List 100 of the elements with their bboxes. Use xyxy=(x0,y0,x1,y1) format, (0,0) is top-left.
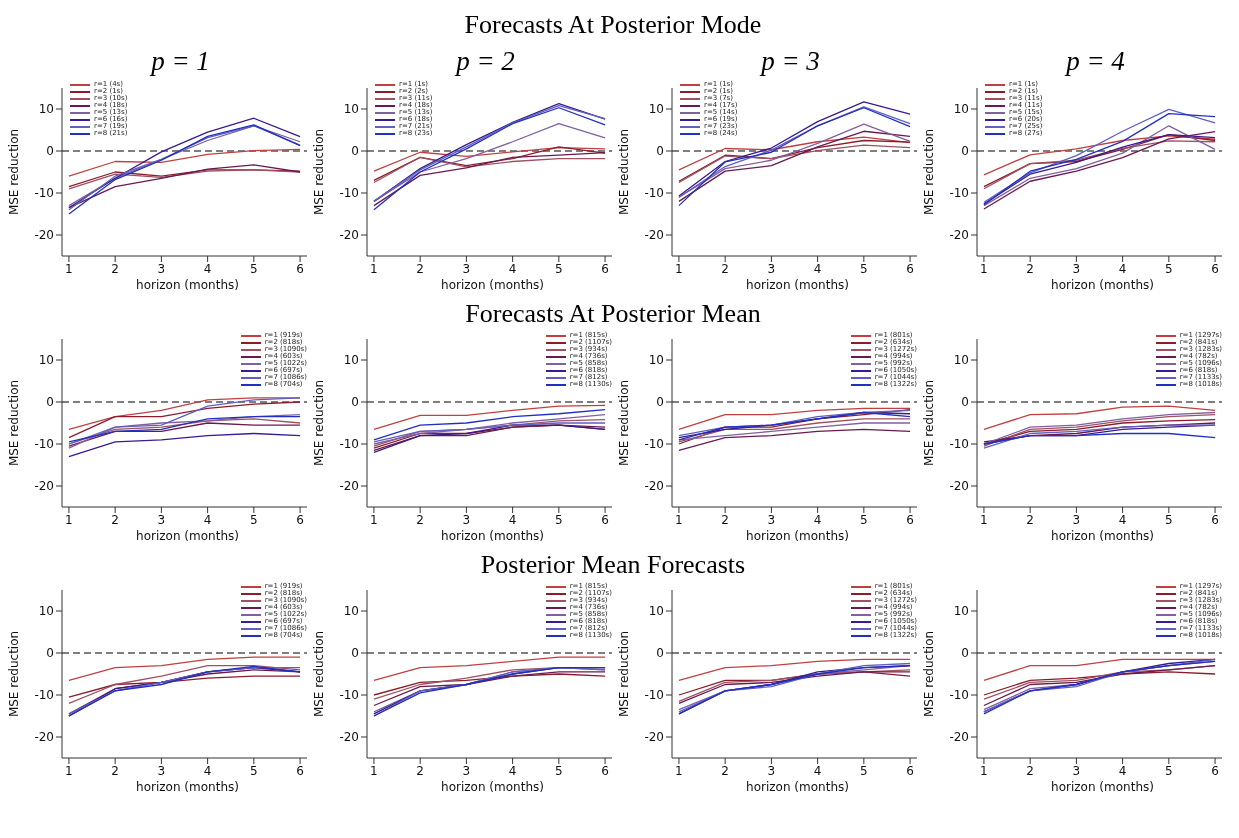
x-tick-label: 1 xyxy=(65,763,73,778)
x-tick-label: 6 xyxy=(296,512,304,527)
y-tick-label: 10 xyxy=(953,604,969,619)
y-tick-label: -10 xyxy=(949,437,969,452)
y-tick-label: -20 xyxy=(34,730,54,745)
x-tick-label: 4 xyxy=(813,512,822,527)
x-tick-label: 5 xyxy=(860,763,868,778)
x-tick-label: 4 xyxy=(508,512,517,527)
chart-subtitle: p = 2 xyxy=(453,45,516,78)
x-tick-label: 3 xyxy=(462,261,471,276)
x-tick-label: 5 xyxy=(860,512,868,527)
y-tick-label: -10 xyxy=(644,186,664,201)
x-tick-label: 3 xyxy=(157,512,166,527)
x-axis-title: horizon (months) xyxy=(440,780,545,795)
y-axis-title: MSE reduction xyxy=(922,630,937,718)
x-tick-label: 2 xyxy=(111,763,119,778)
x-tick-label: 3 xyxy=(1072,763,1081,778)
y-tick-label: 10 xyxy=(38,102,54,117)
y-tick-label: -20 xyxy=(644,479,664,494)
y-tick-label: 0 xyxy=(46,144,54,159)
y-tick-label: -10 xyxy=(339,186,359,201)
y-tick-label: 0 xyxy=(46,646,54,661)
x-tick-label: 5 xyxy=(555,261,563,276)
x-tick-label: 1 xyxy=(980,261,988,276)
x-tick-label: 6 xyxy=(906,512,914,527)
x-tick-label: 6 xyxy=(906,763,914,778)
x-axis-title: horizon (months) xyxy=(135,529,240,544)
x-tick-label: 5 xyxy=(250,512,258,527)
y-tick-label: -20 xyxy=(949,730,969,745)
y-tick-label: -20 xyxy=(644,730,664,745)
y-axis-title: MSE reduction xyxy=(617,379,632,467)
y-axis-title: MSE reduction xyxy=(617,128,632,216)
y-tick-label: 10 xyxy=(648,102,664,117)
y-tick-label: 10 xyxy=(953,102,969,117)
y-tick-label: 0 xyxy=(961,144,969,159)
x-axis-title: horizon (months) xyxy=(1050,529,1155,544)
y-tick-label: 0 xyxy=(656,144,664,159)
y-tick-label: 10 xyxy=(648,353,664,368)
x-tick-label: 2 xyxy=(111,261,119,276)
x-tick-label: 3 xyxy=(767,512,776,527)
x-tick-label: 2 xyxy=(416,261,424,276)
y-tick-label: -20 xyxy=(339,730,359,745)
x-tick-label: 2 xyxy=(721,763,729,778)
y-tick-label: 0 xyxy=(656,395,664,410)
x-tick-label: 6 xyxy=(296,763,304,778)
y-tick-label: -20 xyxy=(34,228,54,243)
x-tick-label: 5 xyxy=(555,512,563,527)
y-tick-label: 0 xyxy=(351,144,359,159)
x-tick-label: 4 xyxy=(1118,261,1127,276)
y-tick-label: -20 xyxy=(949,228,969,243)
y-tick-label: 10 xyxy=(343,102,359,117)
y-tick-label: -10 xyxy=(34,437,54,452)
x-axis-title: horizon (months) xyxy=(135,780,240,795)
x-tick-label: 6 xyxy=(601,763,609,778)
x-tick-label: 1 xyxy=(675,261,683,276)
x-tick-label: 3 xyxy=(1072,261,1081,276)
x-tick-label: 2 xyxy=(416,512,424,527)
y-tick-label: 10 xyxy=(38,353,54,368)
x-tick-label: 1 xyxy=(370,763,378,778)
x-tick-label: 3 xyxy=(157,261,166,276)
y-axis-title: MSE reduction xyxy=(922,379,937,467)
x-tick-label: 6 xyxy=(1211,261,1219,276)
y-tick-label: 10 xyxy=(343,353,359,368)
chart-subtitle: p = 3 xyxy=(758,45,821,78)
chart-subtitle: p = 1 xyxy=(148,45,211,78)
y-tick-label: -10 xyxy=(34,186,54,201)
x-axis-title: horizon (months) xyxy=(745,780,850,795)
y-tick-label: -20 xyxy=(339,479,359,494)
x-tick-label: 6 xyxy=(1211,512,1219,527)
x-tick-label: 4 xyxy=(203,512,212,527)
x-tick-label: 4 xyxy=(1118,763,1127,778)
x-tick-label: 2 xyxy=(721,261,729,276)
x-tick-label: 6 xyxy=(296,261,304,276)
y-tick-label: -10 xyxy=(949,688,969,703)
y-tick-label: -10 xyxy=(644,688,664,703)
x-tick-label: 5 xyxy=(1165,763,1173,778)
y-tick-label: -10 xyxy=(339,437,359,452)
y-tick-label: -20 xyxy=(949,479,969,494)
x-axis-title: horizon (months) xyxy=(440,278,545,293)
y-axis-title: MSE reduction xyxy=(312,630,327,718)
x-tick-label: 4 xyxy=(508,763,517,778)
x-tick-label: 3 xyxy=(767,261,776,276)
y-axis-title: MSE reduction xyxy=(312,379,327,467)
x-tick-label: 1 xyxy=(370,512,378,527)
x-tick-label: 3 xyxy=(462,512,471,527)
y-axis-title: MSE reduction xyxy=(312,128,327,216)
y-tick-label: 0 xyxy=(656,646,664,661)
y-tick-label: -10 xyxy=(34,688,54,703)
x-axis-title: horizon (months) xyxy=(745,529,850,544)
y-tick-label: -20 xyxy=(644,228,664,243)
x-tick-label: 5 xyxy=(250,261,258,276)
chart-subtitle: p = 4 xyxy=(1063,45,1126,78)
y-tick-label: -10 xyxy=(339,688,359,703)
x-tick-label: 1 xyxy=(65,261,73,276)
y-axis-title: MSE reduction xyxy=(922,128,937,216)
x-axis-title: horizon (months) xyxy=(1050,780,1155,795)
x-tick-label: 4 xyxy=(1118,512,1127,527)
y-tick-label: -20 xyxy=(339,228,359,243)
x-tick-label: 1 xyxy=(370,261,378,276)
x-tick-label: 2 xyxy=(111,512,119,527)
